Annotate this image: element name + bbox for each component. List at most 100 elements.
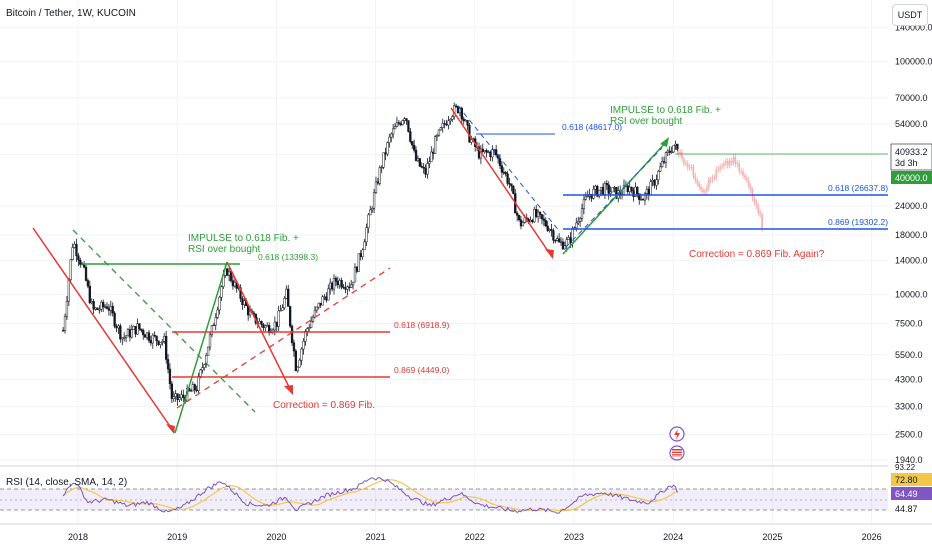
candle-body: [243, 300, 246, 305]
candle-body: [567, 237, 570, 240]
candle-body: [134, 326, 137, 335]
candle-body: [332, 277, 336, 290]
projection-bar: [694, 175, 697, 181]
candle-body: [641, 199, 645, 201]
candle-body: [124, 335, 128, 338]
projection-bar: [723, 163, 725, 166]
candle-body: [96, 307, 99, 310]
projection-bar: [703, 191, 706, 193]
blue-dashed-trend-2023[interactable]: [565, 147, 663, 248]
candle-body: [113, 312, 116, 327]
candle-body: [308, 327, 311, 329]
candle-body: [100, 301, 103, 310]
rsi-indicator-label[interactable]: RSI (14, close, SMA, 14, 2): [6, 477, 128, 488]
rsi-value: 64.49: [895, 489, 918, 499]
candle-body: [605, 183, 608, 186]
candle-body: [210, 325, 214, 336]
candle-body: [441, 123, 444, 128]
chart-title[interactable]: Bitcoin / Tether, 1W, KUCOIN: [6, 8, 136, 19]
candle-body: [643, 193, 647, 201]
red-dashed-uptrend[interactable]: [176, 267, 391, 409]
candle-body: [670, 151, 673, 153]
projection-bar: [734, 156, 737, 165]
y-tick-label: 54000.0: [895, 119, 928, 129]
candle-body: [451, 116, 454, 120]
candles: [61, 102, 679, 406]
candle-body: [512, 185, 515, 194]
candle-body: [584, 196, 587, 200]
candle-body: [445, 123, 448, 126]
candle-body: [640, 199, 643, 201]
candle-body: [662, 161, 666, 163]
candle-body: [279, 310, 282, 312]
currency-button[interactable]: USDT: [892, 4, 928, 26]
candle-body: [645, 188, 649, 194]
blue-dashed-trend-2022[interactable]: [457, 105, 561, 233]
candle-body: [346, 286, 349, 290]
candle-body: [304, 331, 307, 342]
y-tick-label: 100000.0: [895, 57, 932, 67]
flag-stripe: [672, 450, 682, 452]
candle-body: [386, 142, 389, 155]
candle-body: [65, 300, 69, 317]
x-tick-label: 2023: [564, 532, 584, 542]
level-40000-tag: [891, 171, 932, 184]
price-tags: 40933.2 3d 3h 40000.0: [890, 143, 932, 184]
rsi-sma-tag: [891, 473, 932, 486]
decline-2022-arrow[interactable]: [450, 107, 553, 258]
candle-body: [73, 243, 76, 248]
candle-body: [359, 253, 362, 258]
candle-body: [491, 149, 494, 158]
projection-bar: [751, 190, 754, 199]
fib-26637-label: 0.618 (26637.8): [828, 183, 888, 193]
y-tick-label: 14000.0: [895, 255, 928, 265]
candle-body: [102, 301, 105, 308]
candle-body: [149, 340, 153, 344]
candle-body: [577, 221, 580, 224]
candle-body: [433, 136, 437, 154]
candle-body: [153, 334, 156, 337]
green-dashed-trend-2018[interactable]: [72, 229, 256, 413]
candle-body: [582, 198, 586, 209]
candle-body: [424, 167, 427, 175]
candle-body: [182, 394, 185, 398]
candle-body: [67, 279, 70, 302]
candle-body: [220, 286, 223, 298]
candle-body: [302, 340, 305, 350]
candle-body: [233, 281, 236, 287]
impulse-2023-arrow[interactable]: [562, 139, 669, 255]
candle-body: [580, 208, 584, 219]
candle-body: [306, 328, 309, 332]
decline-2018-arrow[interactable]: [32, 227, 175, 433]
candle-body: [336, 281, 339, 286]
drawings[interactable]: [32, 105, 888, 434]
price-axis[interactable]: [888, 0, 932, 550]
event-icons[interactable]: [669, 426, 685, 461]
impulse-2019-arrow[interactable]: [174, 261, 228, 434]
projection-bar: [690, 167, 693, 168]
rsi-lower-value: 44.87: [895, 504, 918, 514]
candle-body: [407, 120, 410, 132]
candle-body: [405, 118, 408, 121]
y-tick-label: 24000.0: [895, 201, 928, 211]
candle-body: [205, 354, 208, 365]
projection-bar: [707, 179, 710, 188]
correction-2019-arrow[interactable]: [226, 261, 293, 394]
candle-body: [88, 285, 91, 304]
candle-body: [519, 219, 523, 227]
candle-body: [535, 209, 538, 217]
candle-body: [77, 255, 80, 261]
candle-body: [660, 161, 664, 168]
candle-body: [348, 286, 351, 288]
y-tick-label: 70000.0: [895, 93, 928, 103]
impulse-2019-label: IMPULSE to 0.618 Fib. +: [188, 233, 299, 244]
candle-body: [157, 340, 160, 345]
candle-body: [392, 128, 395, 135]
time-axis-labels: 2018 2019 2020 2021 2022 2023 2024 2025 2026: [68, 532, 882, 542]
candle-body: [208, 334, 212, 348]
projection-bar: [700, 186, 702, 190]
projection-bar: [709, 179, 712, 181]
candle-body: [329, 282, 332, 290]
candle-body: [103, 306, 107, 308]
